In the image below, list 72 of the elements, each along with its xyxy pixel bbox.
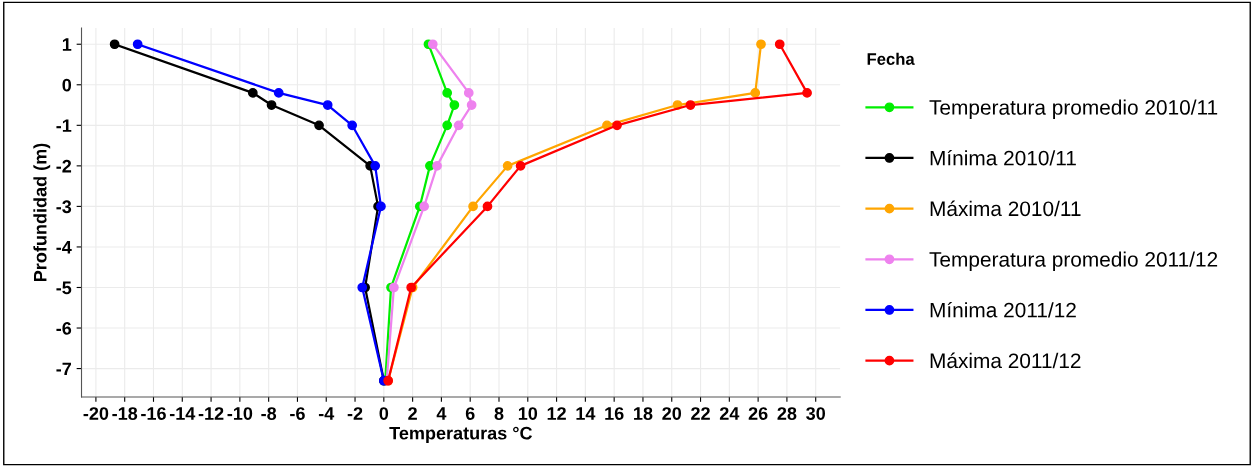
point — [273, 88, 284, 98]
x-tick-label: 6 — [465, 407, 475, 420]
y-tick-label: -2 — [56, 159, 72, 173]
point — [502, 161, 513, 171]
x-tick-label: 12 — [547, 407, 566, 420]
y-tick-label: -5 — [56, 281, 72, 295]
x-tick-label: -8 — [261, 407, 277, 420]
x-tick-label: 18 — [634, 407, 653, 420]
legend-label: Mínima 2010/11 — [930, 149, 1076, 166]
point — [482, 201, 493, 212]
legend-label: Máxima 2010/11 — [930, 200, 1081, 217]
y-tick-label: -3 — [56, 200, 72, 214]
y-axis-title: Profundidad (m) — [33, 143, 51, 281]
x-tick-label: -4 — [318, 407, 335, 420]
x-tick-label: 30 — [806, 407, 826, 420]
point — [442, 120, 453, 131]
point — [266, 100, 277, 110]
x-tick-label: 26 — [748, 407, 768, 420]
point — [109, 39, 120, 50]
x-tick-label: -2 — [347, 407, 363, 420]
point — [453, 120, 464, 131]
point — [132, 39, 143, 50]
legend-label: Máxima 2011/12 — [930, 352, 1081, 369]
point — [314, 120, 324, 131]
x-tick-label: 14 — [576, 407, 596, 420]
point — [466, 100, 477, 110]
point — [449, 100, 460, 110]
point — [612, 120, 622, 131]
x-tick-label: -6 — [290, 407, 305, 420]
legend-label: Temperatura promedio 2010/11 — [929, 99, 1218, 119]
x-tick-label: -14 — [169, 407, 196, 420]
point — [774, 39, 785, 50]
point — [750, 88, 761, 98]
point — [322, 100, 333, 110]
x-tick-label: 16 — [605, 407, 624, 420]
y-tick-label: -1 — [56, 119, 72, 132]
point — [802, 88, 812, 98]
x-axis-title: Temperaturas °C — [389, 426, 533, 444]
point — [463, 88, 474, 98]
legend-title: Fecha — [867, 52, 915, 65]
point — [419, 201, 429, 212]
x-tick-label: 10 — [518, 407, 538, 420]
y-tick-label: 0 — [62, 78, 72, 92]
x-tick-label: 0 — [379, 407, 389, 420]
point — [468, 201, 478, 212]
point — [515, 161, 526, 171]
x-tick-label: 28 — [777, 407, 797, 420]
x-tick-label: -18 — [112, 407, 138, 420]
x-tick-label: 24 — [719, 407, 740, 420]
legend-label: Mínima 2011/12 — [930, 301, 1076, 318]
point — [247, 88, 258, 98]
point — [442, 88, 453, 98]
x-tick-label: 2 — [408, 407, 417, 420]
y-tick-label: 1 — [62, 38, 72, 51]
x-tick-label: 22 — [691, 407, 710, 420]
point — [347, 120, 358, 131]
x-tick-label: 4 — [436, 407, 447, 420]
point — [432, 161, 442, 171]
y-tick-label: -7 — [56, 362, 71, 376]
x-tick-label: 20 — [662, 407, 682, 420]
x-tick-label: -16 — [141, 407, 166, 420]
y-tick-label: -6 — [56, 321, 72, 335]
x-tick-label: -12 — [198, 407, 224, 420]
x-tick-label: 8 — [494, 407, 504, 420]
point — [427, 39, 438, 50]
point — [756, 39, 766, 50]
point — [685, 100, 696, 110]
x-tick-label: -20 — [83, 407, 109, 420]
y-tick-label: -4 — [56, 241, 72, 254]
point — [370, 161, 381, 171]
legend-label: Temperatura promedio 2011/12 — [929, 251, 1218, 271]
x-tick-label: -10 — [227, 407, 253, 420]
